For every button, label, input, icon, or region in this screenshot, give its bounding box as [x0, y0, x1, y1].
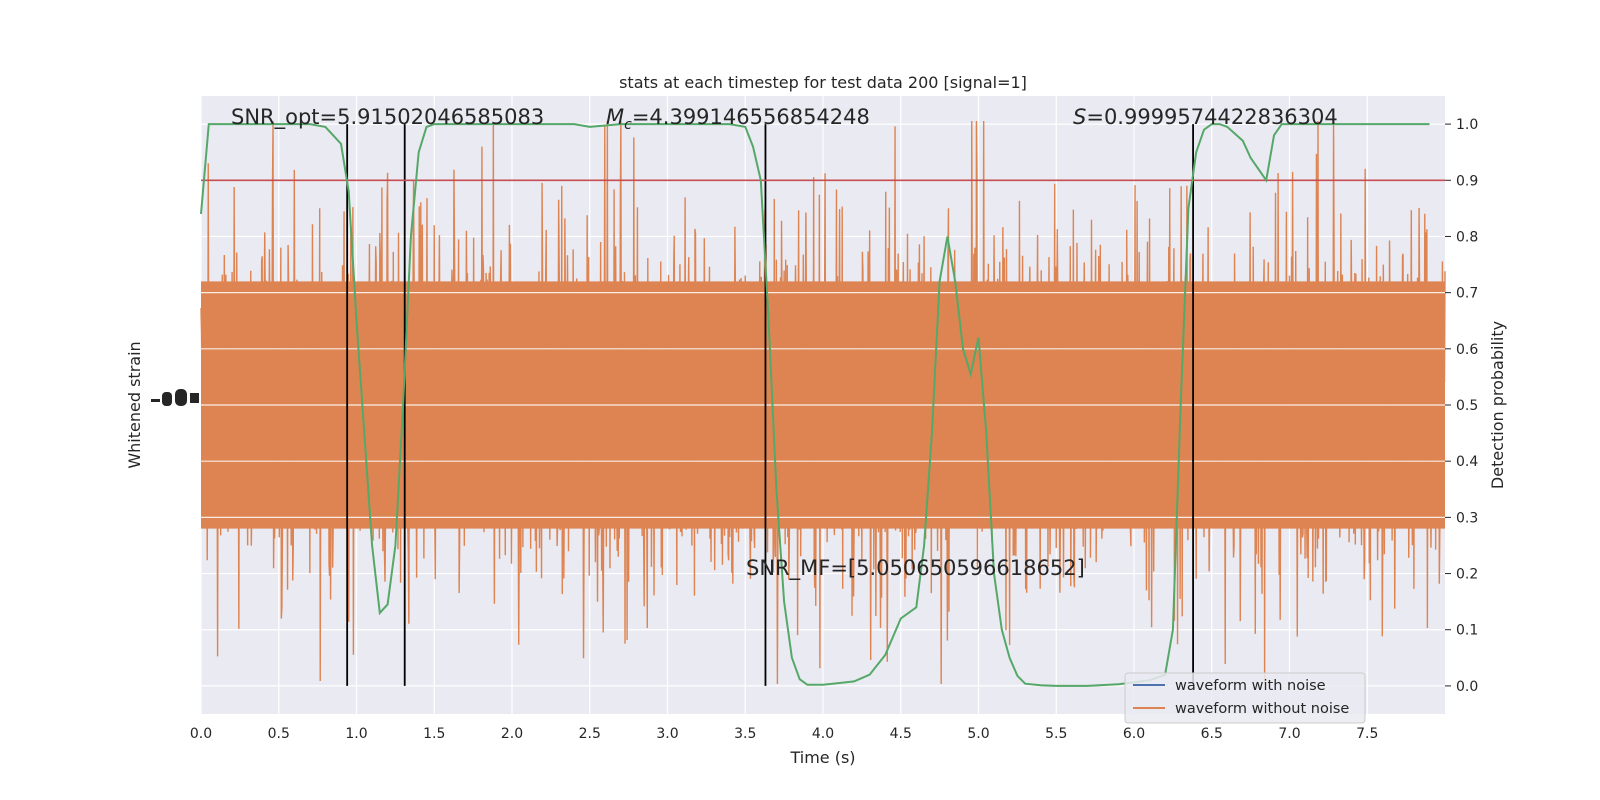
x-tick-label: 4.0 — [812, 726, 834, 742]
x-tick-label: 2.0 — [501, 726, 523, 742]
x-tick-label: 6.5 — [1201, 726, 1223, 742]
x-tick-label: 1.0 — [345, 726, 367, 742]
x-axis-label: Time (s) — [789, 748, 855, 767]
y-tick-label: 0.6 — [1456, 342, 1478, 358]
x-tick-label: 5.5 — [1045, 726, 1067, 742]
waveform-without-noise-series — [200, 120, 1446, 685]
x-tick-label: 0.0 — [190, 726, 212, 742]
y-tick-label: 0.5 — [1456, 398, 1478, 414]
strain-trace — [200, 120, 1446, 685]
y-tick-label: 0.3 — [1456, 510, 1478, 526]
x-tick-label: 0.5 — [268, 726, 290, 742]
y-axis-label-left: Whitened strain — [125, 341, 144, 468]
legend: waveform with noise waveform without noi… — [1124, 672, 1366, 724]
legend-label-with-noise: waveform with noise — [1175, 678, 1326, 694]
y-axis-label-right: Detection probability — [1488, 321, 1507, 489]
y-tick-label: 0.7 — [1456, 286, 1478, 302]
y-tick-label: 0.0 — [1456, 679, 1478, 695]
left-tick-labels-overlap — [151, 389, 199, 406]
event-markers — [346, 124, 1194, 686]
y-tick-label: 0.1 — [1456, 623, 1478, 639]
chart-title: stats at each timestep for test data 200… — [619, 73, 1027, 92]
x-tick-label: 2.5 — [579, 726, 601, 742]
y-ticks-right: 0.0 0.1 0.2 0.3 0.4 0.5 0.6 0.7 0.8 0.9 1.0 — [1445, 117, 1478, 695]
x-tick-label: 7.0 — [1278, 726, 1300, 742]
snr-opt-annotation: SNR_opt=5.91502046585083 — [231, 105, 544, 130]
x-tick-label: 1.5 — [423, 726, 445, 742]
y-tick-label: 0.4 — [1456, 454, 1478, 470]
x-tick-label: 3.0 — [656, 726, 678, 742]
x-tick-label: 3.5 — [734, 726, 756, 742]
chirp-mass-annotation: Mc=4.399146556854248 — [606, 105, 870, 133]
y-tick-label: 0.9 — [1456, 173, 1478, 189]
x-ticks: 0.0 0.5 1.0 1.5 2.0 2.5 3.0 3.5 4.0 4.5 5.0 5.5 6.0 6… — [190, 726, 1379, 742]
y-tick-label: 0.8 — [1456, 229, 1478, 245]
s-annotation: S=0.9999574422836304 — [1073, 105, 1338, 129]
snr-mf-annotation: SNR_MF=[5.050650596618652] — [746, 556, 1085, 581]
y-tick-label: 1.0 — [1456, 117, 1478, 133]
legend-box — [1124, 672, 1366, 724]
x-tick-label: 6.0 — [1123, 726, 1145, 742]
legend-label-without-noise: waveform without noise — [1175, 701, 1349, 717]
x-tick-label: 5.0 — [967, 726, 989, 742]
y-tick-label: 0.2 — [1456, 567, 1478, 583]
x-tick-label: 7.5 — [1356, 726, 1378, 742]
detection-probability-line — [200, 123, 1430, 687]
x-tick-label: 4.5 — [890, 726, 912, 742]
